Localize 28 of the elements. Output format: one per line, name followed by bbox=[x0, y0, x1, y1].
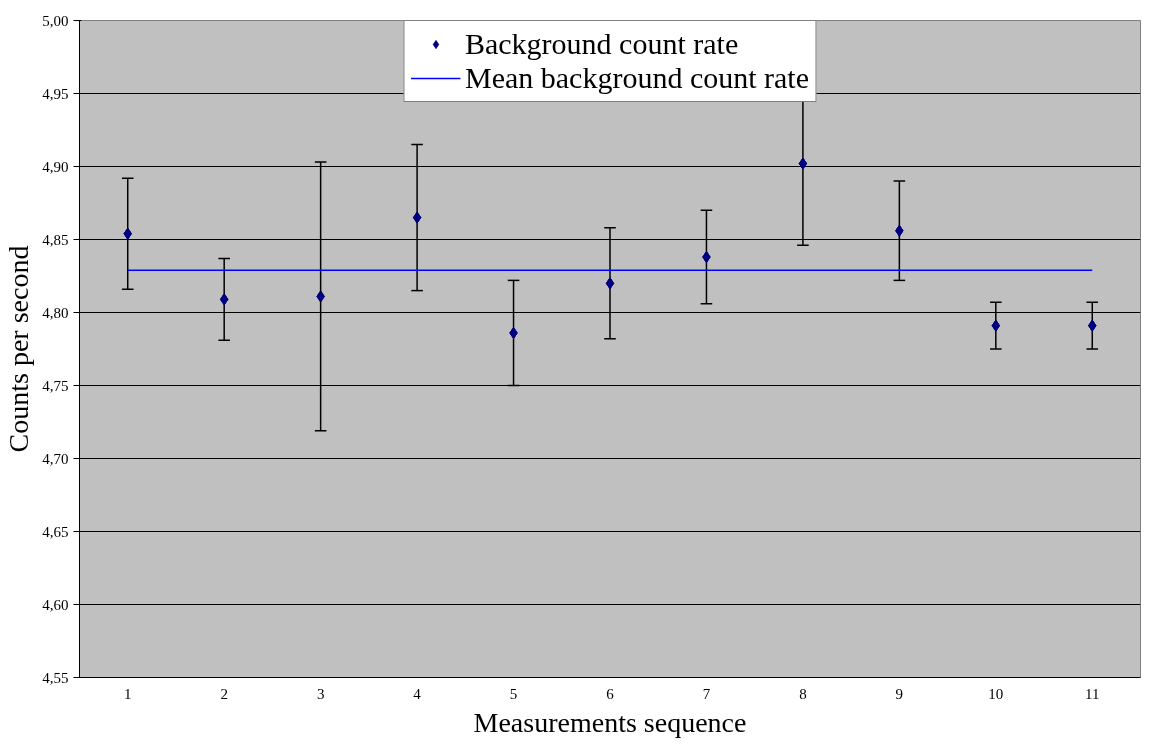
y-tick-label: 4,55 bbox=[42, 669, 69, 686]
x-tick-label: 10 bbox=[988, 685, 1004, 702]
x-axis-title: Measurements sequence bbox=[473, 706, 747, 738]
point bbox=[798, 157, 808, 170]
y-axis-title: Counts per second bbox=[3, 245, 35, 453]
y-tick-label: 4,75 bbox=[42, 377, 69, 394]
x-tick-label: 9 bbox=[895, 685, 904, 702]
x-tick-label: 6 bbox=[606, 685, 615, 702]
x-tick-label: 8 bbox=[799, 685, 807, 702]
y-tick-label: 4,85 bbox=[42, 231, 69, 248]
y-tick-label: 4,70 bbox=[42, 450, 69, 467]
x-tick-label: 1 bbox=[123, 685, 132, 702]
y-tick-label: 4,95 bbox=[42, 85, 69, 102]
legend-label: Background count rate bbox=[464, 27, 739, 61]
y-tick-label: 4,80 bbox=[42, 304, 69, 321]
legend-label: Mean background count rate bbox=[464, 61, 810, 95]
x-tick-label: 11 bbox=[1085, 685, 1100, 702]
point bbox=[605, 277, 615, 290]
x-tick-label: 4 bbox=[413, 685, 422, 702]
x-tick-label: 7 bbox=[702, 685, 711, 702]
x-tick-label: 3 bbox=[316, 685, 325, 702]
x-tick-label: 2 bbox=[220, 685, 228, 702]
point bbox=[412, 211, 422, 224]
y-tick-label: 4,90 bbox=[42, 158, 69, 175]
y-tick-label: 5,00 bbox=[42, 12, 69, 29]
x-tick-label: 5 bbox=[509, 685, 518, 702]
y-tick-label: 4,60 bbox=[42, 596, 69, 613]
y-tick-label: 4,65 bbox=[42, 523, 69, 540]
